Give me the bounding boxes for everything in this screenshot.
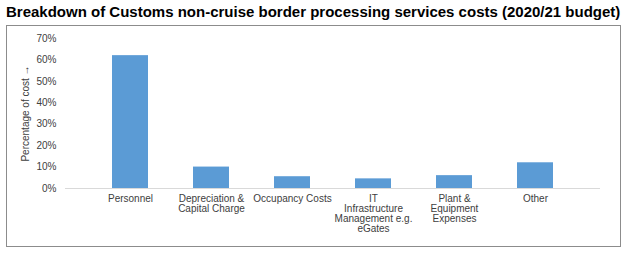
svg-text:ITInfrastructureManagement e.g: ITInfrastructureManagement e.g.eGates — [335, 193, 413, 234]
svg-text:Occupancy Costs: Occupancy Costs — [253, 193, 331, 204]
svg-text:40%: 40% — [36, 97, 56, 108]
html-text:Breakdown of Customs non-cruis: Breakdown of Customs non-cruise border p… — [6, 3, 621, 20]
svg-text:Other: Other — [523, 193, 549, 204]
svg-text:10%: 10% — [36, 161, 56, 172]
svg-text:30%: 30% — [36, 118, 56, 129]
svg-text:Plant &EquipmentExpenses: Plant &EquipmentExpenses — [431, 193, 479, 224]
svg-text:70%: 70% — [36, 33, 56, 44]
svg-text:0%: 0% — [42, 183, 57, 194]
svg-text:20%: 20% — [36, 140, 56, 151]
svg-text:50%: 50% — [36, 76, 56, 87]
svg-text:Depreciation &Capital Charge: Depreciation &Capital Charge — [178, 193, 245, 214]
svg-text:60%: 60% — [36, 54, 56, 65]
svg-text:Percentage of cost →: Percentage of cost → — [20, 65, 31, 161]
svg-text:Personnel: Personnel — [108, 193, 153, 204]
